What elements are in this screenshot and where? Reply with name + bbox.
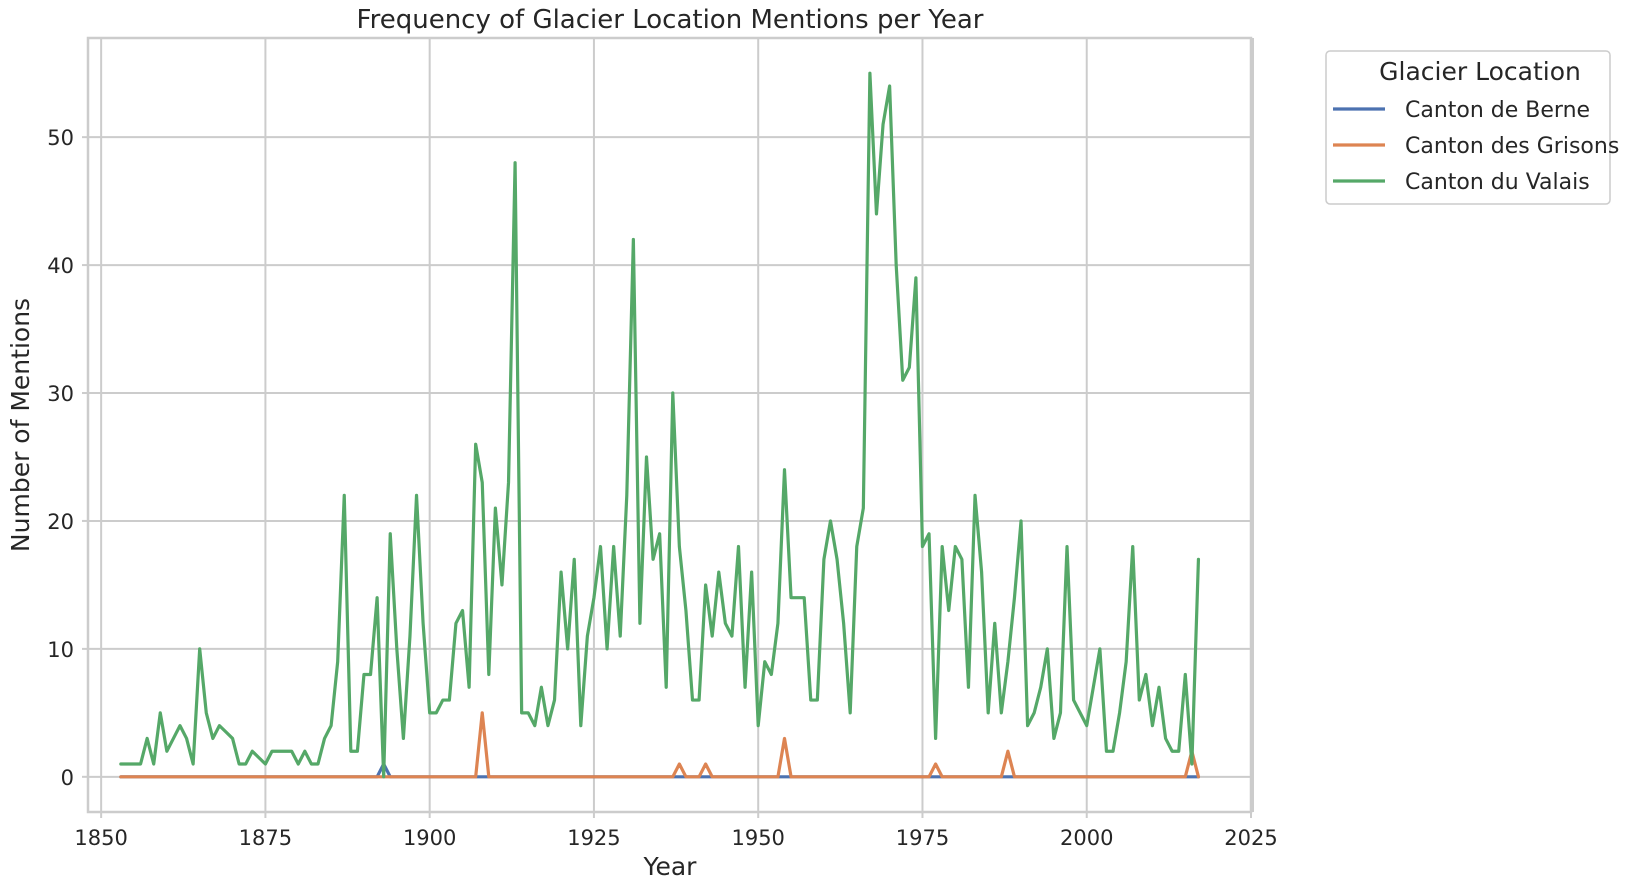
legend-items: Canton de Berne Canton des Grisons Canton … [1333, 98, 1619, 195]
legend-label-canton-du-valais: Canton du Valais [1405, 170, 1590, 195]
x-tick-label: 2000 [1060, 826, 1113, 850]
y-tick-label: 10 [47, 638, 74, 662]
y-axis-label: Number of Mentions [6, 298, 35, 552]
legend-title: Glacier Location [1379, 57, 1581, 86]
x-tick-label: 1900 [403, 826, 456, 850]
legend-label-canton-de-berne: Canton de Berne [1405, 98, 1590, 123]
series-line-canton-de-berne [119, 762, 1201, 779]
x-tick-label: 1975 [896, 826, 949, 850]
x-tick-label: 1925 [567, 826, 620, 850]
y-tick-label: 20 [47, 510, 74, 534]
x-tick-label: 1850 [74, 826, 127, 850]
x-axis-label: Year [643, 852, 698, 881]
x-tick-label: 1950 [731, 826, 784, 850]
series-layer [119, 71, 1201, 779]
legend-box [1325, 50, 1611, 205]
plot-frame [86, 36, 1253, 814]
axis-ticks: 1850 1875 1900 1925 1950 1975 2000 2025 0 10 20 30 4… [47, 126, 1277, 850]
series-line-canton-des-grisons [119, 711, 1201, 779]
legend-label-canton-des-grisons: Canton des Grisons [1405, 134, 1619, 159]
x-tick-label: 2025 [1224, 826, 1277, 850]
series-line-canton-du-valais [119, 71, 1201, 779]
grid [88, 38, 1252, 812]
x-tick-label: 1875 [239, 826, 292, 850]
y-tick-label: 50 [47, 126, 74, 150]
plot-frame-right-edge [1250, 38, 1254, 812]
chart-title: Frequency of Glacier Location Mentions p… [357, 5, 984, 35]
y-tick-label: 40 [47, 254, 74, 278]
y-tick-label: 0 [61, 766, 74, 790]
y-tick-label: 30 [47, 382, 74, 406]
